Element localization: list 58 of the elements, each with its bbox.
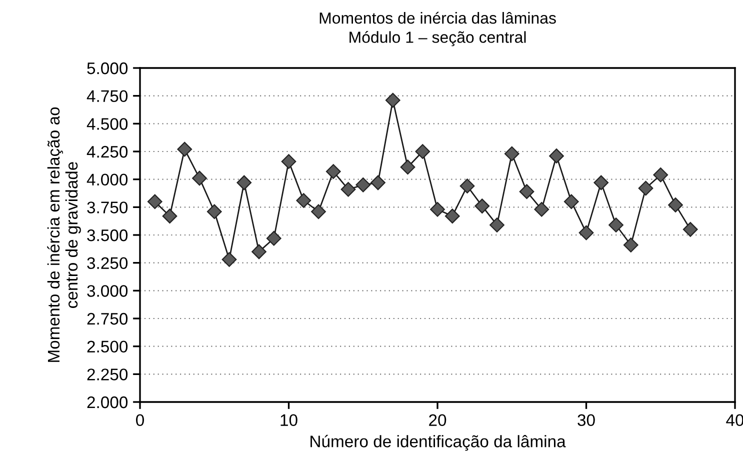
point [564, 194, 579, 210]
point [623, 238, 638, 252]
y-tick-label: 3.250 [87, 257, 128, 270]
y-tick-label: 3.000 [87, 285, 128, 297]
point [534, 202, 550, 217]
point [266, 230, 282, 246]
x-tick-label: 30 [578, 414, 595, 426]
point [147, 194, 162, 210]
y-tick-label: 4.000 [86, 174, 128, 186]
point [206, 204, 222, 220]
point [177, 142, 192, 157]
point [415, 144, 430, 159]
point [653, 167, 668, 182]
point [460, 178, 475, 194]
y-tick-label: 5.000 [87, 62, 128, 74]
point [222, 252, 237, 267]
point [340, 182, 356, 197]
y-tick-label: 3.500 [87, 229, 128, 242]
point [281, 154, 296, 169]
y-axis-title: Momento de inércia em relação ao centro de gravidade [47, 107, 81, 362]
point [608, 218, 624, 232]
point [490, 218, 504, 232]
point [594, 175, 609, 190]
x-axis-title: Número de identificação da lâmina [310, 434, 566, 451]
x-tick-label: 0 [136, 414, 144, 426]
point [311, 204, 326, 220]
point [430, 202, 445, 217]
point [296, 193, 312, 208]
point [638, 180, 654, 196]
point [668, 198, 683, 212]
y-tick-label: 4.750 [86, 90, 128, 102]
point [192, 170, 207, 186]
point [682, 222, 698, 237]
y-tick-label: 4.250 [86, 146, 128, 158]
point [162, 208, 178, 224]
x-tick-label: 10 [280, 414, 298, 426]
y-tick-label: 3.750 [87, 202, 128, 214]
chart-title: Momentos de inércia das lâminas [320, 12, 556, 24]
chart-subtitle: Módulo 1 – seção central [350, 31, 526, 46]
point [252, 244, 266, 260]
point [400, 160, 416, 175]
point [370, 175, 386, 190]
y-tick-label: 2.500 [87, 340, 128, 353]
point [549, 148, 564, 164]
y-tick-label: 2.750 [87, 312, 128, 325]
point [444, 208, 460, 224]
point [356, 177, 371, 192]
point [474, 198, 490, 214]
x-tick-label: 20 [429, 414, 446, 426]
point [578, 225, 594, 240]
y-tick-label: 2.250 [87, 368, 128, 380]
y-tick-label: 4.500 [86, 118, 128, 130]
point [519, 184, 534, 200]
point [326, 164, 341, 179]
point [236, 175, 252, 190]
point [385, 92, 400, 108]
y-tick-label: 2.000 [87, 396, 128, 408]
point [504, 146, 520, 162]
